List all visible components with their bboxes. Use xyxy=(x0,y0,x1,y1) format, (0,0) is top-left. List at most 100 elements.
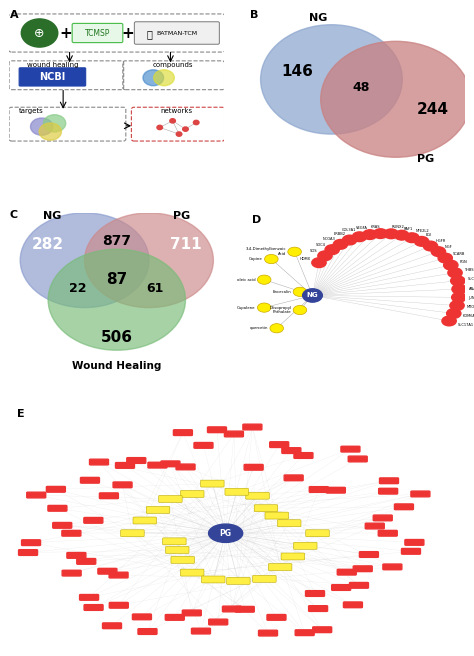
Text: KRAS: KRAS xyxy=(370,225,380,229)
Circle shape xyxy=(157,125,163,130)
FancyBboxPatch shape xyxy=(100,493,118,499)
FancyBboxPatch shape xyxy=(109,602,128,608)
FancyBboxPatch shape xyxy=(48,505,67,511)
FancyBboxPatch shape xyxy=(18,550,37,556)
Text: SDC4: SDC4 xyxy=(316,243,326,247)
FancyBboxPatch shape xyxy=(84,605,103,610)
Circle shape xyxy=(257,303,271,312)
Text: HDMX: HDMX xyxy=(300,257,311,261)
FancyBboxPatch shape xyxy=(138,628,157,634)
FancyBboxPatch shape xyxy=(113,482,132,487)
Circle shape xyxy=(374,229,388,239)
FancyBboxPatch shape xyxy=(349,583,368,588)
Text: networks: networks xyxy=(161,108,193,114)
FancyBboxPatch shape xyxy=(46,487,65,492)
FancyBboxPatch shape xyxy=(270,441,289,447)
FancyBboxPatch shape xyxy=(306,590,325,596)
Circle shape xyxy=(414,237,429,246)
Circle shape xyxy=(442,316,456,326)
Text: 282: 282 xyxy=(32,237,64,252)
Circle shape xyxy=(21,19,58,47)
Text: 146: 146 xyxy=(281,64,313,79)
FancyBboxPatch shape xyxy=(62,570,81,576)
Circle shape xyxy=(293,287,307,297)
FancyBboxPatch shape xyxy=(327,487,346,493)
Circle shape xyxy=(302,289,322,302)
FancyBboxPatch shape xyxy=(341,446,360,452)
Text: D: D xyxy=(252,215,261,226)
FancyBboxPatch shape xyxy=(181,491,204,497)
Circle shape xyxy=(261,25,402,134)
FancyBboxPatch shape xyxy=(284,475,303,481)
Circle shape xyxy=(170,119,175,123)
FancyBboxPatch shape xyxy=(81,478,100,483)
Text: RAF1: RAF1 xyxy=(404,227,413,231)
Circle shape xyxy=(193,120,199,125)
FancyBboxPatch shape xyxy=(401,548,420,554)
Text: 🌴: 🌴 xyxy=(146,29,152,39)
FancyBboxPatch shape xyxy=(165,615,184,620)
Circle shape xyxy=(44,115,66,132)
Circle shape xyxy=(30,118,53,135)
FancyBboxPatch shape xyxy=(80,594,99,600)
Circle shape xyxy=(451,276,465,285)
Circle shape xyxy=(363,230,377,239)
FancyBboxPatch shape xyxy=(135,22,219,44)
Circle shape xyxy=(257,275,271,284)
Circle shape xyxy=(431,247,446,256)
FancyBboxPatch shape xyxy=(182,610,201,616)
Text: 244: 244 xyxy=(416,102,448,117)
Circle shape xyxy=(288,247,301,256)
Text: THBS2: THBS2 xyxy=(464,268,474,272)
Text: 61: 61 xyxy=(147,282,164,295)
FancyBboxPatch shape xyxy=(293,543,317,549)
FancyBboxPatch shape xyxy=(53,522,72,528)
Text: +: + xyxy=(59,26,72,41)
Text: KDM6A: KDM6A xyxy=(463,314,474,318)
FancyBboxPatch shape xyxy=(353,566,372,571)
FancyBboxPatch shape xyxy=(102,623,121,628)
Text: Diisopropyl
Phthalate: Diisopropyl Phthalate xyxy=(269,306,292,314)
FancyBboxPatch shape xyxy=(254,504,278,512)
Text: BATMAN-TCM: BATMAN-TCM xyxy=(156,31,198,36)
Circle shape xyxy=(325,245,339,255)
Circle shape xyxy=(342,236,357,245)
Text: wound healing: wound healing xyxy=(27,62,78,68)
Text: PG: PG xyxy=(417,154,435,164)
FancyBboxPatch shape xyxy=(19,68,86,86)
Text: 506: 506 xyxy=(101,330,133,345)
Text: 87: 87 xyxy=(106,272,128,287)
FancyBboxPatch shape xyxy=(77,558,96,564)
FancyBboxPatch shape xyxy=(332,584,351,590)
Circle shape xyxy=(209,524,243,543)
FancyBboxPatch shape xyxy=(98,568,117,574)
FancyBboxPatch shape xyxy=(161,461,180,466)
FancyBboxPatch shape xyxy=(194,443,213,448)
FancyBboxPatch shape xyxy=(378,531,397,536)
FancyBboxPatch shape xyxy=(379,488,398,494)
Text: Copine: Copine xyxy=(249,257,263,261)
Text: E: E xyxy=(17,409,25,419)
Circle shape xyxy=(321,41,471,157)
Circle shape xyxy=(452,284,466,294)
FancyBboxPatch shape xyxy=(411,491,430,497)
Circle shape xyxy=(394,230,409,240)
Text: ⊕: ⊕ xyxy=(34,26,45,39)
FancyBboxPatch shape xyxy=(191,628,210,634)
Circle shape xyxy=(312,258,326,268)
Text: C: C xyxy=(9,210,18,220)
Circle shape xyxy=(447,308,461,318)
Circle shape xyxy=(39,123,62,140)
Circle shape xyxy=(48,249,185,350)
FancyBboxPatch shape xyxy=(62,531,81,536)
FancyBboxPatch shape xyxy=(294,453,313,459)
Text: B: B xyxy=(250,10,258,20)
FancyBboxPatch shape xyxy=(281,553,305,560)
Text: COL3A1: COL3A1 xyxy=(342,228,356,232)
Circle shape xyxy=(444,260,458,270)
Text: PG: PG xyxy=(219,529,232,538)
FancyBboxPatch shape xyxy=(310,487,328,493)
FancyBboxPatch shape xyxy=(313,627,332,632)
Text: HGFR: HGFR xyxy=(436,239,447,243)
Text: PG: PG xyxy=(173,211,190,221)
